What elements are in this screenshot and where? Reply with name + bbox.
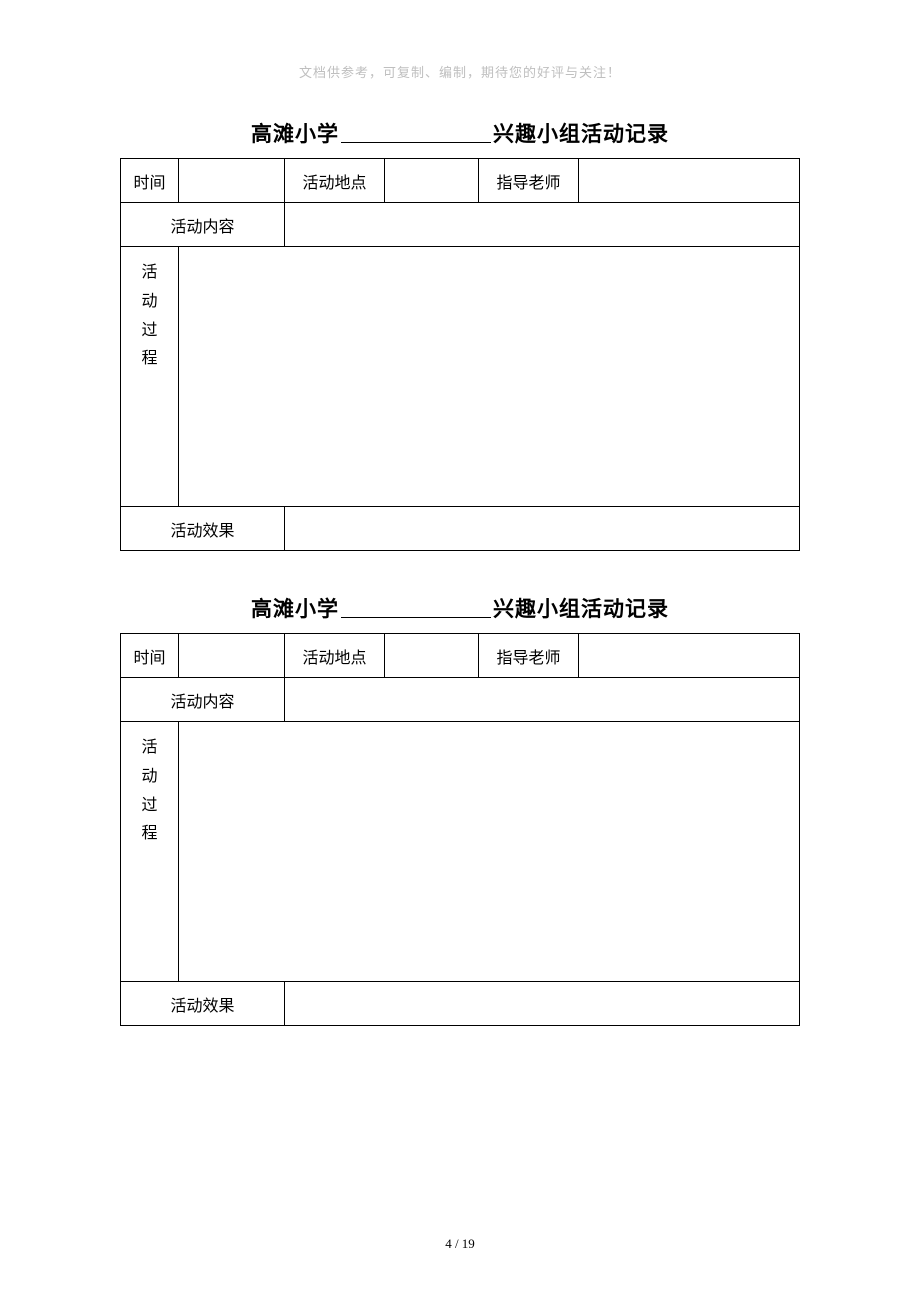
table-row: 活动效果 — [121, 982, 800, 1026]
table-row: 活动效果 — [121, 507, 800, 551]
title-prefix: 高滩小学 — [251, 123, 339, 146]
form-title-1: 高滩小学 兴趣小组活动记录 — [120, 118, 800, 148]
teacher-value — [579, 634, 800, 678]
page-content: 高滩小学兴趣小组活动记录 时间 活动地点 指导老师 活动内容 活 动 过 程 — [120, 118, 800, 1068]
title-prefix: 高滩小学 — [251, 598, 339, 621]
content-label: 活动内容 — [121, 678, 285, 722]
time-label: 时间 — [121, 159, 179, 203]
table-row: 时间 活动地点 指导老师 — [121, 159, 800, 203]
place-value — [385, 634, 479, 678]
record-table-2: 时间 活动地点 指导老师 活动内容 活 动 过 程 — [120, 633, 800, 1026]
place-value — [385, 159, 479, 203]
effect-value — [285, 982, 800, 1026]
form-title-2: 高滩小学 兴趣小组活动记录 — [120, 593, 800, 623]
title-suffix: 兴趣小组活动记录 — [493, 123, 669, 146]
title-blank-underline — [341, 597, 491, 618]
table-row: 活 动 过 程 — [121, 247, 800, 507]
place-label: 活动地点 — [285, 159, 385, 203]
teacher-label: 指导老师 — [479, 159, 579, 203]
teacher-value — [579, 159, 800, 203]
form-block-2: 高滩小学 兴趣小组活动记录 时间 活动地点 指导老师 活动内容 活 动 过 程 — [120, 593, 800, 1026]
table-row: 时间 活动地点 指导老师 — [121, 634, 800, 678]
process-value — [179, 722, 800, 982]
process-char: 程 — [121, 345, 178, 374]
record-table-1: 时间 活动地点 指导老师 活动内容 活 动 过 程 — [120, 158, 800, 551]
effect-label: 活动效果 — [121, 982, 285, 1026]
table-row: 活动内容 — [121, 203, 800, 247]
process-value — [179, 247, 800, 507]
process-char: 过 — [121, 792, 178, 821]
time-label: 时间 — [121, 634, 179, 678]
content-value — [285, 203, 800, 247]
content-value — [285, 678, 800, 722]
process-label: 活 动 过 程 — [121, 247, 179, 507]
process-char: 动 — [121, 763, 178, 792]
teacher-label: 指导老师 — [479, 634, 579, 678]
place-label: 活动地点 — [285, 634, 385, 678]
time-value — [179, 634, 285, 678]
time-value — [179, 159, 285, 203]
process-char: 活 — [121, 259, 178, 288]
effect-label: 活动效果 — [121, 507, 285, 551]
process-char: 活 — [121, 734, 178, 763]
page-number: 4 / 19 — [0, 1236, 920, 1252]
table-row: 活 动 过 程 — [121, 722, 800, 982]
process-label: 活 动 过 程 — [121, 722, 179, 982]
process-char: 过 — [121, 317, 178, 346]
content-label: 活动内容 — [121, 203, 285, 247]
form-block-1: 高滩小学 兴趣小组活动记录 时间 活动地点 指导老师 活动内容 活 动 过 程 — [120, 118, 800, 551]
effect-value — [285, 507, 800, 551]
title-blank-underline — [341, 122, 491, 143]
header-note: 文档供参考，可复制、编制，期待您的好评与关注！ — [0, 62, 920, 81]
table-row: 活动内容 — [121, 678, 800, 722]
title-suffix: 兴趣小组活动记录 — [493, 598, 669, 621]
process-char: 动 — [121, 288, 178, 317]
process-char: 程 — [121, 820, 178, 849]
